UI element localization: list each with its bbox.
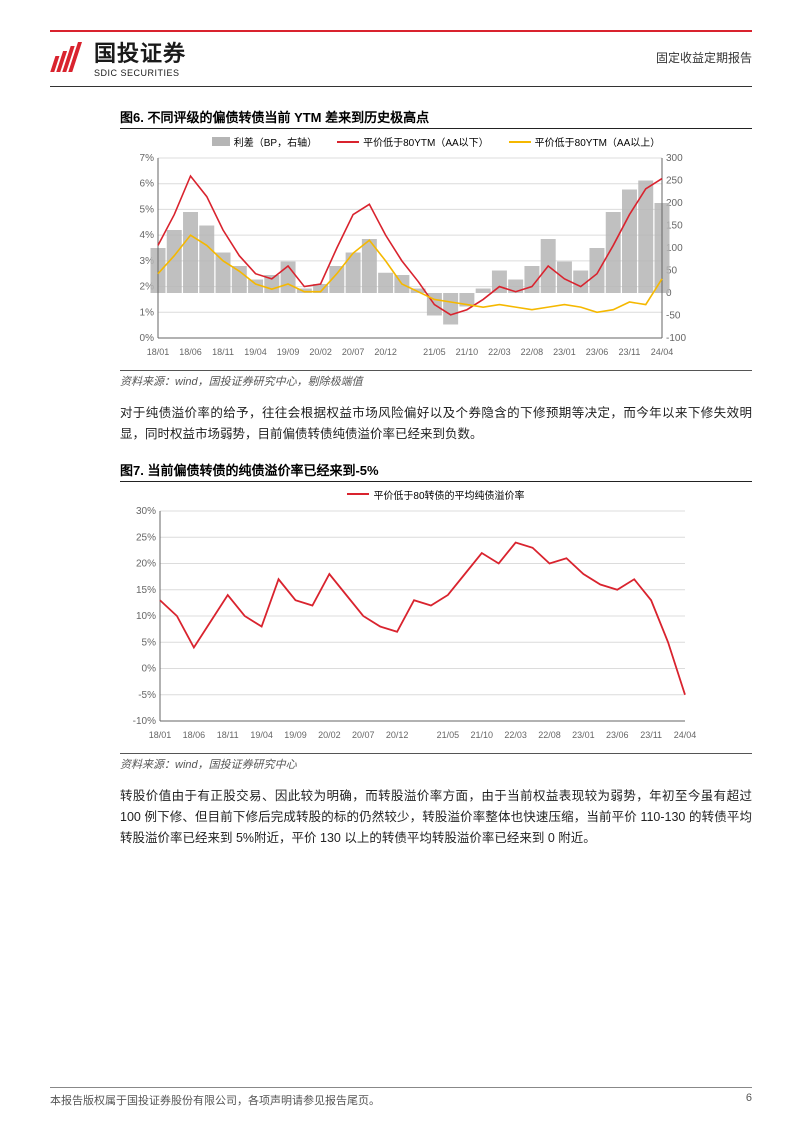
svg-text:0%: 0% [142, 663, 157, 674]
svg-text:0%: 0% [140, 333, 155, 344]
svg-text:5%: 5% [140, 204, 155, 215]
svg-text:20/07: 20/07 [352, 730, 375, 740]
svg-text:18/06: 18/06 [183, 730, 206, 740]
legend-item: 平价低于80YTM（AA以上） [509, 134, 661, 149]
fig7-svg: -10% -5% 0% 5% 10% 15% 20% 25% 30% 18/01 18/06 18/1… [120, 506, 700, 746]
svg-text:25%: 25% [136, 532, 156, 543]
content-area: 图6. 不同评级的偏债转债当前 YTM 差来到历史极高点 利差（BP，右轴） 平价… [50, 107, 752, 849]
legend-line-swatch [509, 141, 531, 143]
logo-cn: 国投证券 [94, 36, 186, 68]
paragraph-2: 转股价值由于有正股交易、因此较为明确，而转股溢价率方面，由于当前权益表现较为弱势… [120, 786, 752, 850]
page-footer: 本报告版权属于国投证券股份有限公司，各项声明请参见报告尾页。 6 [50, 1087, 752, 1108]
svg-text:5%: 5% [142, 637, 157, 648]
legend-label: 利差（BP，右轴） [234, 134, 317, 149]
svg-text:24/04: 24/04 [651, 347, 674, 357]
legend-item: 平价低于80YTM（AA以下） [337, 134, 489, 149]
svg-text:-50: -50 [666, 311, 681, 322]
legend-item: 平价低于80转债的平均纯债溢价率 [347, 487, 524, 502]
svg-text:10%: 10% [136, 611, 156, 622]
fig7-chart: 平价低于80转债的平均纯债溢价率 -10% -5% 0% 5% 10% 15% 20% 25%… [120, 487, 752, 751]
svg-text:15%: 15% [136, 584, 156, 595]
legend-line-swatch [347, 493, 369, 495]
fig6-chart: 利差（BP，右轴）平价低于80YTM（AA以下）平价低于80YTM（AA以上） … [120, 134, 752, 368]
fig7-title-underline [120, 481, 752, 482]
fig6-title: 图6. 不同评级的偏债转债当前 YTM 差来到历史极高点 [120, 107, 752, 126]
svg-text:18/01: 18/01 [147, 347, 170, 357]
svg-text:1%: 1% [140, 307, 155, 318]
header-report-type: 固定收益定期报告 [656, 49, 752, 66]
svg-text:250: 250 [666, 176, 683, 187]
fig6-title-underline [120, 128, 752, 129]
fig7-legend: 平价低于80转债的平均纯债溢价率 [120, 487, 752, 502]
fig6-source: 资料来源：wind，国投证券研究中心，剔除极端值 [120, 370, 752, 389]
svg-text:24/04: 24/04 [674, 730, 697, 740]
logo-en: SDIC SECURITIES [94, 68, 186, 78]
svg-text:19/04: 19/04 [250, 730, 273, 740]
svg-text:7%: 7% [140, 153, 155, 164]
svg-text:23/11: 23/11 [619, 347, 641, 357]
page-root: 国投证券 SDIC SECURITIES 固定收益定期报告 图6. 不同评级的偏… [0, 0, 802, 1133]
svg-text:20/07: 20/07 [342, 347, 365, 357]
svg-text:-5%: -5% [138, 689, 156, 700]
legend-line-swatch [337, 141, 359, 143]
svg-text:18/11: 18/11 [217, 730, 239, 740]
svg-text:22/03: 22/03 [488, 347, 511, 357]
page-header: 国投证券 SDIC SECURITIES 固定收益定期报告 [50, 36, 752, 78]
svg-text:22/08: 22/08 [538, 730, 561, 740]
svg-text:20/02: 20/02 [309, 347, 332, 357]
svg-text:-100: -100 [666, 333, 686, 344]
svg-text:23/11: 23/11 [640, 730, 662, 740]
svg-text:21/10: 21/10 [471, 730, 494, 740]
fig6-legend: 利差（BP，右轴） 平价低于80YTM（AA以下） 平价低于80YTM（AA以上） [120, 134, 752, 149]
svg-text:18/01: 18/01 [149, 730, 172, 740]
footer-left: 本报告版权属于国投证券股份有限公司，各项声明请参见报告尾页。 [50, 1092, 380, 1108]
logo-text: 国投证券 SDIC SECURITIES [94, 36, 186, 78]
svg-text:23/01: 23/01 [553, 347, 576, 357]
fig6-svg: 0%1%2%3%4%5%6%7%-100-5005010015020025030… [120, 153, 700, 363]
svg-text:20/12: 20/12 [374, 347, 397, 357]
svg-text:19/09: 19/09 [277, 347, 300, 357]
header-divider [50, 86, 752, 87]
svg-text:-10%: -10% [133, 716, 156, 727]
svg-text:23/06: 23/06 [606, 730, 629, 740]
svg-text:20/12: 20/12 [386, 730, 409, 740]
svg-text:20%: 20% [136, 558, 156, 569]
logo-block: 国投证券 SDIC SECURITIES [50, 36, 186, 78]
svg-text:20/02: 20/02 [318, 730, 341, 740]
svg-text:22/03: 22/03 [504, 730, 527, 740]
footer-page-number: 6 [746, 1092, 752, 1108]
svg-text:23/06: 23/06 [586, 347, 609, 357]
legend-label: 平价低于80YTM（AA以上） [535, 134, 661, 149]
svg-text:6%: 6% [140, 179, 155, 190]
svg-text:22/08: 22/08 [521, 347, 544, 357]
svg-text:21/05: 21/05 [437, 730, 460, 740]
fig7-title: 图7. 当前偏债转债的纯债溢价率已经来到-5% [120, 460, 752, 479]
svg-text:18/06: 18/06 [179, 347, 202, 357]
svg-text:19/04: 19/04 [244, 347, 267, 357]
legend-label: 平价低于80转债的平均纯债溢价率 [373, 487, 524, 502]
svg-text:21/10: 21/10 [456, 347, 479, 357]
svg-text:19/09: 19/09 [284, 730, 307, 740]
svg-text:23/01: 23/01 [572, 730, 595, 740]
legend-label: 平价低于80YTM（AA以下） [363, 134, 489, 149]
top-red-line [50, 30, 752, 32]
svg-text:4%: 4% [140, 230, 155, 241]
legend-item: 利差（BP，右轴） [212, 134, 317, 149]
legend-swatch [212, 137, 230, 146]
logo-icon [50, 42, 86, 72]
svg-text:300: 300 [666, 153, 683, 164]
svg-text:30%: 30% [136, 506, 156, 517]
svg-text:18/11: 18/11 [212, 347, 234, 357]
svg-text:21/05: 21/05 [423, 347, 446, 357]
paragraph-1: 对于纯债溢价率的给予，往往会根据权益市场风险偏好以及个券隐含的下修预期等决定，而… [120, 403, 752, 446]
fig7-source: 资料来源：wind，国投证券研究中心 [120, 753, 752, 772]
